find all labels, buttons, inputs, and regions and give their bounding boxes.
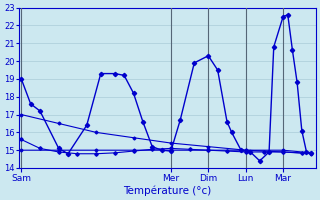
X-axis label: Température (°c): Température (°c) xyxy=(123,185,212,196)
